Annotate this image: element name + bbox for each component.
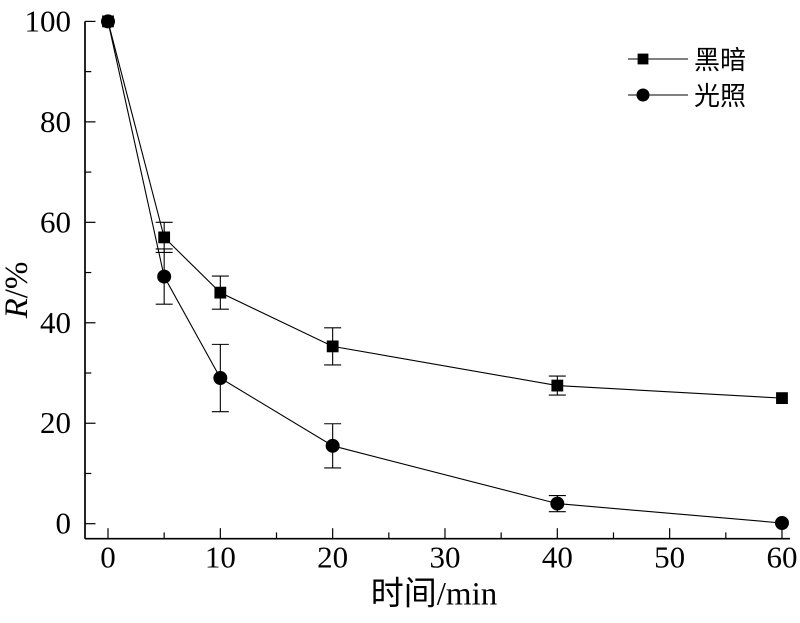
svg-text:80: 80 — [40, 104, 71, 139]
svg-text:50: 50 — [654, 540, 685, 575]
svg-text:光照: 光照 — [694, 82, 746, 111]
svg-text:R/%: R/% — [0, 262, 35, 320]
svg-text:60: 60 — [40, 204, 71, 239]
svg-text:0: 0 — [100, 540, 116, 575]
svg-text:40: 40 — [542, 540, 573, 575]
svg-text:黑暗: 黑暗 — [694, 46, 746, 75]
svg-text:20: 20 — [317, 540, 348, 575]
svg-text:0: 0 — [56, 506, 72, 541]
svg-text:10: 10 — [205, 540, 236, 575]
svg-text:20: 20 — [40, 405, 71, 440]
svg-text:40: 40 — [40, 305, 71, 340]
svg-text:60: 60 — [766, 540, 797, 575]
svg-text:时间/min: 时间/min — [371, 577, 498, 613]
svg-text:30: 30 — [429, 540, 460, 575]
svg-text:100: 100 — [25, 3, 72, 38]
